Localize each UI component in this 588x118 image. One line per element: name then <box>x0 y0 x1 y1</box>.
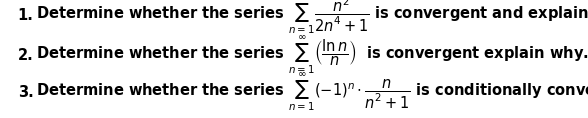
Text: Determine whether the series $\sum_{n=1}^{\infty} (-1)^n \cdot \dfrac{n}{n^2+1}$: Determine whether the series $\sum_{n=1}… <box>26 71 588 113</box>
Text: 2.: 2. <box>18 48 34 63</box>
Text: Determine whether the series $\sum_{n=1}^{\infty} \dfrac{n^2}{2n^4+1}$ is conver: Determine whether the series $\sum_{n=1}… <box>26 0 588 36</box>
Text: 3.: 3. <box>18 84 34 100</box>
Text: 1.: 1. <box>18 8 34 23</box>
Text: Determine whether the series $\sum_{n=1}^{\infty} \left(\dfrac{\ln n}{n}\right)$: Determine whether the series $\sum_{n=1}… <box>26 35 588 76</box>
